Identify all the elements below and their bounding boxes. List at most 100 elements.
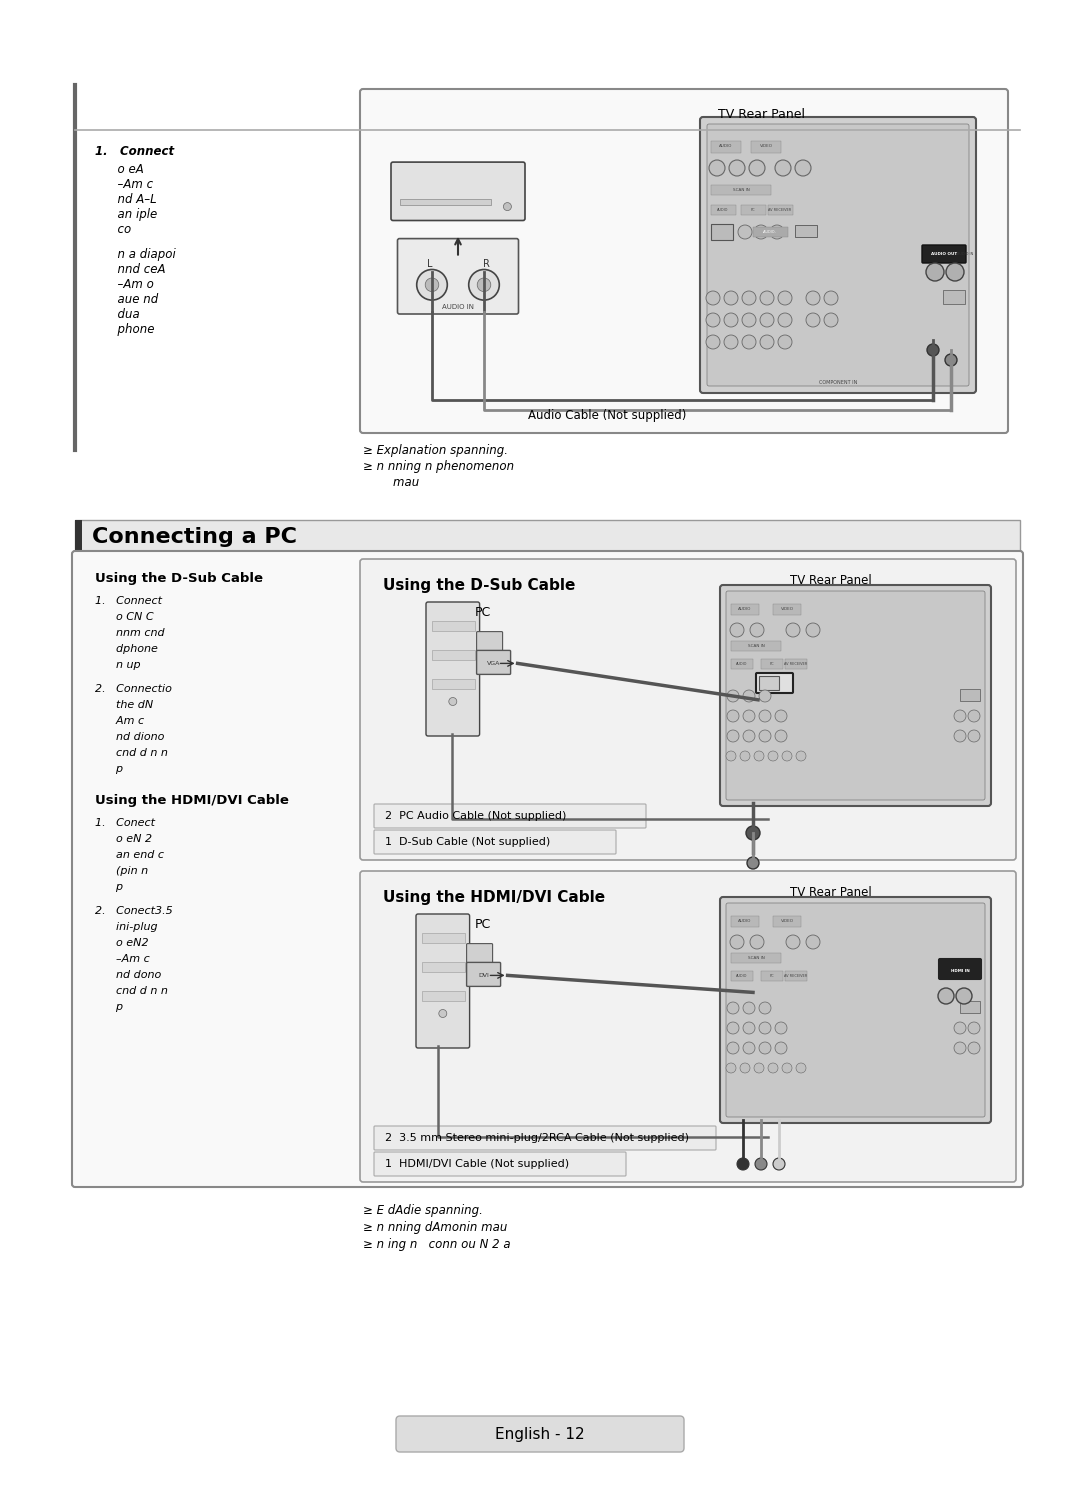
Text: Audio Cable (Not supplied): Audio Cable (Not supplied) (528, 409, 686, 423)
Bar (432, 679, 475, 689)
Text: AUDIO: AUDIO (717, 208, 729, 211)
Text: co: co (95, 223, 132, 237)
Text: AUDIO: AUDIO (719, 144, 732, 147)
FancyBboxPatch shape (720, 897, 991, 1123)
Circle shape (746, 826, 760, 841)
FancyBboxPatch shape (726, 903, 985, 1117)
Bar (785, 659, 807, 670)
FancyBboxPatch shape (476, 631, 502, 670)
Text: 1.   Connect: 1. Connect (95, 597, 162, 606)
Text: Am c: Am c (95, 716, 144, 726)
Circle shape (742, 292, 756, 305)
Text: SCAN IN: SCAN IN (732, 187, 750, 192)
Text: 1.   Connect: 1. Connect (95, 144, 174, 158)
Text: Using the D-Sub Cable: Using the D-Sub Cable (383, 577, 576, 594)
Bar (711, 141, 741, 153)
Text: PC: PC (751, 208, 755, 211)
Circle shape (760, 312, 774, 327)
Bar (761, 659, 783, 670)
FancyBboxPatch shape (720, 585, 991, 806)
Circle shape (727, 1042, 739, 1054)
Circle shape (824, 292, 838, 305)
Circle shape (729, 161, 745, 176)
FancyBboxPatch shape (360, 559, 1016, 860)
Text: AUDIO IN: AUDIO IN (957, 251, 973, 256)
Circle shape (750, 623, 764, 637)
Circle shape (742, 312, 756, 327)
Text: TV Rear Panel: TV Rear Panel (791, 885, 872, 899)
Circle shape (759, 710, 771, 722)
Circle shape (806, 312, 820, 327)
Text: nd diono: nd diono (95, 732, 164, 743)
Text: 2.   Connectio: 2. Connectio (95, 684, 172, 693)
Text: L: L (427, 259, 432, 269)
Text: COMPONENT IN: COMPONENT IN (819, 379, 858, 384)
Circle shape (760, 335, 774, 350)
Text: VIDEO: VIDEO (781, 920, 794, 924)
Text: Using the HDMI/DVI Cable: Using the HDMI/DVI Cable (383, 890, 605, 905)
Circle shape (939, 988, 954, 1004)
Bar (432, 622, 475, 631)
Circle shape (740, 1062, 750, 1073)
Text: ini-plug: ini-plug (95, 923, 158, 931)
Text: the dN: the dN (95, 699, 153, 710)
Text: DVI: DVI (478, 973, 489, 978)
Text: English - 12: English - 12 (496, 1427, 584, 1442)
Text: 1.   Conect: 1. Conect (95, 818, 156, 827)
Circle shape (954, 731, 966, 743)
Circle shape (926, 263, 944, 281)
Circle shape (449, 698, 457, 705)
Circle shape (743, 690, 755, 702)
Text: ≥ E dAdie spanning.: ≥ E dAdie spanning. (363, 1204, 483, 1217)
Text: ≥ n ing n   conn ou N 2 a: ≥ n ing n conn ou N 2 a (363, 1238, 511, 1251)
FancyBboxPatch shape (416, 914, 470, 1048)
Bar (768, 205, 793, 214)
Text: PC: PC (475, 606, 491, 619)
Circle shape (927, 344, 939, 356)
Circle shape (737, 1158, 750, 1170)
Circle shape (740, 751, 750, 760)
Bar (731, 604, 759, 615)
Text: 1  D-Sub Cable (Not supplied): 1 D-Sub Cable (Not supplied) (384, 836, 550, 847)
Text: o eA: o eA (95, 164, 144, 176)
Circle shape (706, 292, 720, 305)
Bar (422, 963, 465, 972)
Text: AV RECEIVER: AV RECEIVER (784, 975, 808, 978)
Text: Connecting a PC: Connecting a PC (92, 527, 297, 548)
Circle shape (760, 292, 774, 305)
FancyBboxPatch shape (72, 551, 1023, 1187)
Text: dua: dua (95, 308, 139, 321)
Bar (960, 689, 980, 701)
Circle shape (727, 690, 739, 702)
Text: AV RECEIVER: AV RECEIVER (768, 208, 792, 211)
Text: PC: PC (475, 918, 491, 931)
Text: o eN2: o eN2 (95, 937, 149, 948)
Text: AUDIO: AUDIO (737, 662, 747, 667)
Circle shape (747, 857, 759, 869)
Circle shape (724, 312, 738, 327)
FancyBboxPatch shape (360, 89, 1008, 433)
Circle shape (775, 161, 791, 176)
FancyBboxPatch shape (467, 963, 501, 987)
Circle shape (775, 1042, 787, 1054)
Circle shape (759, 731, 771, 743)
Circle shape (806, 934, 820, 949)
Circle shape (727, 731, 739, 743)
FancyBboxPatch shape (476, 650, 511, 674)
Circle shape (773, 1158, 785, 1170)
Text: phone: phone (95, 323, 154, 336)
Circle shape (754, 225, 768, 240)
Circle shape (727, 1022, 739, 1034)
Circle shape (768, 751, 778, 760)
FancyBboxPatch shape (391, 162, 525, 220)
Circle shape (469, 269, 499, 301)
Text: Using the HDMI/DVI Cable: Using the HDMI/DVI Cable (95, 795, 288, 806)
Circle shape (726, 751, 735, 760)
Text: cnd d n n: cnd d n n (95, 987, 167, 995)
Circle shape (782, 751, 792, 760)
Circle shape (438, 1009, 447, 1018)
Circle shape (759, 1022, 771, 1034)
Text: Using the D-Sub Cable: Using the D-Sub Cable (95, 571, 264, 585)
Text: ≥ n nning n phenomenon: ≥ n nning n phenomenon (363, 460, 514, 473)
Circle shape (426, 278, 438, 292)
